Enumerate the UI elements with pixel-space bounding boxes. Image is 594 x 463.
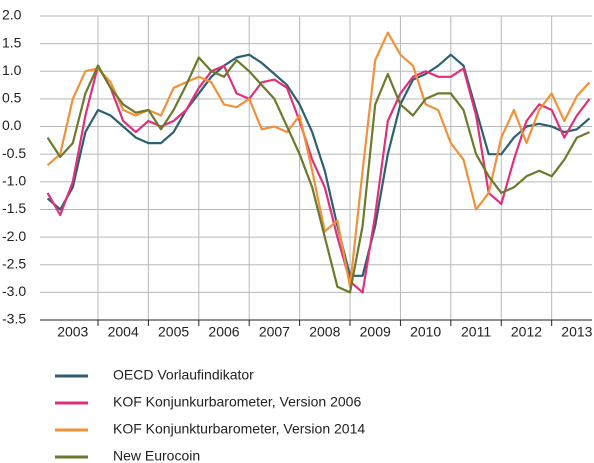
x-tick-label: 2012 bbox=[511, 324, 542, 340]
y-tick-label: 0.0 bbox=[2, 117, 22, 133]
y-tick-label: -2.0 bbox=[2, 228, 26, 244]
series-line bbox=[46, 64, 591, 294]
series-line bbox=[46, 31, 591, 288]
y-tick-label: 2.0 bbox=[2, 7, 22, 23]
x-tick-label: 2004 bbox=[108, 324, 139, 340]
y-tick-label: -1.5 bbox=[2, 200, 26, 216]
y-tick-label: -1.0 bbox=[2, 173, 26, 189]
x-tick-label: 2013 bbox=[561, 324, 592, 340]
legend-label: KOF Konjunkurbarometer, Version 2006 bbox=[113, 394, 361, 410]
x-tick-label: 2008 bbox=[309, 324, 340, 340]
series-line bbox=[46, 56, 590, 294]
series-line bbox=[46, 53, 591, 277]
x-tick-label: 2007 bbox=[259, 324, 290, 340]
y-tick-label: 1.0 bbox=[2, 62, 22, 78]
y-tick-label: -3.5 bbox=[2, 311, 26, 327]
y-tick-label: -2.5 bbox=[2, 255, 26, 271]
legend-label: KOF Konjunkturbarometer, Version 2014 bbox=[113, 421, 365, 437]
x-tick-label: 2003 bbox=[57, 324, 88, 340]
x-tick-label: 2010 bbox=[410, 324, 441, 340]
legend-label: New Eurocoin bbox=[113, 448, 200, 463]
x-tick-label: 2009 bbox=[360, 324, 391, 340]
y-tick-label: 0.5 bbox=[2, 90, 22, 106]
x-tick-label: 2006 bbox=[208, 324, 239, 340]
y-tick-label: -0.5 bbox=[2, 145, 26, 161]
legend-label: OECD Vorlaufindikator bbox=[113, 367, 254, 383]
x-tick-label: 2005 bbox=[158, 324, 189, 340]
y-tick-label: 1.5 bbox=[2, 34, 22, 50]
y-tick-label: -3.0 bbox=[2, 283, 26, 299]
x-tick-label: 2011 bbox=[461, 324, 491, 340]
